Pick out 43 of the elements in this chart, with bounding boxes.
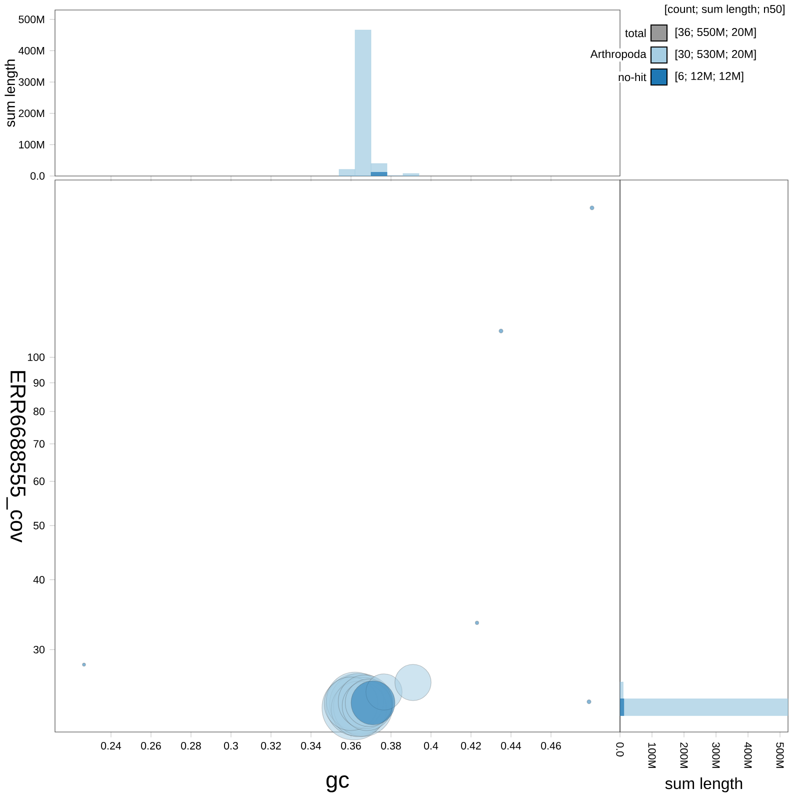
legend-title: [count; sum length; n50] (665, 4, 784, 16)
text: [30; 530M; 20M] (676, 50, 756, 60)
y-tick-label: 80 (34, 408, 45, 416)
category-label: Arthropoda (590, 50, 646, 60)
x-tick-label: 0.38 (381, 742, 401, 750)
y-tick-label: 500M (18, 16, 44, 24)
y-axis-title: sum length (4, 60, 18, 127)
x-tick-label: 0.44 (501, 742, 522, 750)
x-tick-label: 0.24 (101, 742, 122, 750)
y-tick-label: 50 (34, 522, 45, 530)
x-axis-title: sum length (665, 777, 742, 792)
text: [36; 550M; 20M] (676, 28, 756, 38)
y-tick-label: 100M (19, 140, 44, 148)
y-tick-label: 400M (18, 46, 44, 54)
x-tick-label: 0.36 (341, 742, 361, 750)
x-tick-label: 0.28 (181, 742, 201, 750)
x-tick-label: 0.46 (541, 742, 561, 750)
x-axis-title: gc (326, 775, 349, 792)
x-tick-label: 300M (712, 742, 720, 768)
x-tick-label: 0.26 (141, 742, 161, 750)
y-tick-label: 60 (34, 478, 45, 486)
x-tick-label: 0.3 (224, 742, 238, 750)
x-tick-label: 0.34 (301, 742, 322, 750)
y-tick-label: 70 (34, 440, 45, 448)
y-tick-label: 100 (28, 353, 45, 362)
y-tick-label: 300M (18, 78, 44, 86)
x-tick-label: 400M (744, 742, 752, 768)
x-tick-label: 100M (648, 742, 656, 768)
x-tick-label: 200M (680, 742, 688, 768)
y-tick-label: 30 (33, 646, 45, 654)
category-label: total (625, 28, 646, 38)
x-tick-label: 0.4 (424, 742, 438, 750)
y-axis-title: ERR6688555_cov (6, 371, 26, 542)
y-tick-label: 40 (33, 576, 45, 584)
text: [6; 12M; 12M] (676, 72, 744, 82)
x-tick-label: 0.0 (616, 742, 624, 756)
x-tick-label: 500M (776, 742, 784, 768)
x-tick-label: 0.42 (461, 742, 481, 750)
y-tick-label: 0.0 (30, 172, 45, 180)
x-tick-label: 0.32 (261, 742, 281, 750)
y-tick-label: 200M (18, 110, 44, 118)
category-label: no-hit (618, 72, 646, 82)
y-tick-label: 90 (34, 379, 45, 387)
